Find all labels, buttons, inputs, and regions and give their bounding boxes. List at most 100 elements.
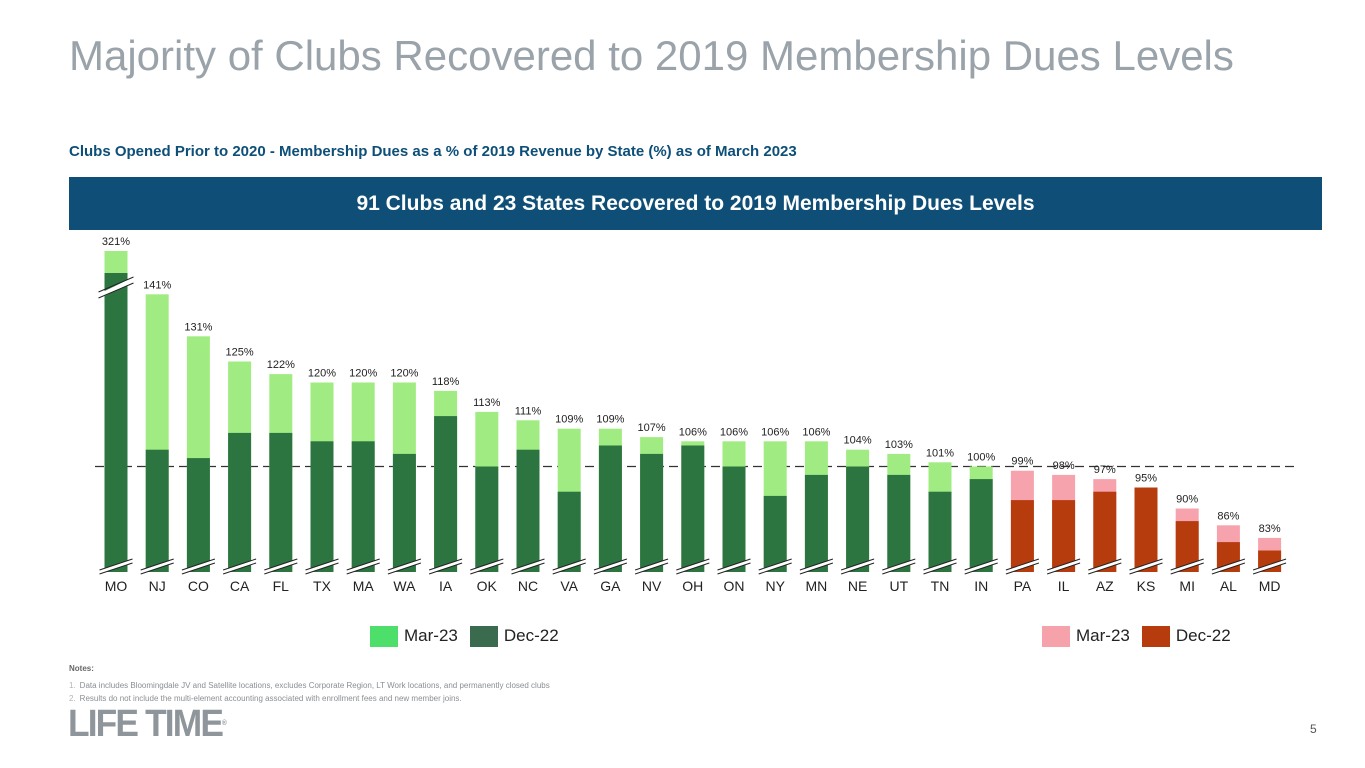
- bar-dec22-tn: [928, 491, 952, 572]
- axis-break-mark: [346, 562, 380, 575]
- axis-break-mark: [717, 562, 751, 575]
- axis-break-mark: [222, 558, 257, 571]
- axis-break-gap: [513, 560, 543, 573]
- axis-break-mark: [758, 558, 792, 571]
- x-tick-label: TX: [313, 578, 332, 594]
- bar-dec22-wa: [392, 453, 416, 572]
- data-label: 101%: [926, 447, 954, 459]
- axis-break-mark: [1252, 558, 1287, 571]
- legend-swatch-mar-not-recovered: [1042, 625, 1070, 647]
- data-label: 97%: [1094, 464, 1116, 476]
- axis-break-gap: [760, 560, 790, 573]
- data-label: 120%: [308, 368, 336, 380]
- bar-dec22-on: [722, 466, 746, 572]
- data-label: 106%: [761, 426, 789, 438]
- banner-text: 91 Clubs and 23 States Recovered to 2019…: [356, 191, 1035, 215]
- data-label: 106%: [802, 426, 830, 438]
- x-tick-label: TN: [931, 578, 950, 594]
- axis-break-mark: [882, 562, 916, 575]
- axis-break-mark: [593, 562, 628, 575]
- axis-break-gap: [142, 560, 172, 573]
- bar-dec22-nc: [516, 449, 540, 572]
- bar-dec22-in: [969, 479, 993, 572]
- bar-dec22-ny: [763, 495, 787, 572]
- legend-recovered: Mar-23 Dec-22: [370, 625, 571, 647]
- x-tick-label: NE: [848, 578, 867, 594]
- bar-dec22-ks: [1134, 487, 1158, 572]
- x-tick-label: MN: [806, 578, 828, 594]
- axis-break-mark: [634, 558, 669, 571]
- axis-break-mark: [1211, 558, 1246, 571]
- axis-break-mark: [1252, 562, 1287, 575]
- outlier-break-mark: [98, 282, 134, 299]
- x-tick-label: IN: [974, 578, 988, 594]
- axis-break-gap: [801, 560, 831, 573]
- data-label: 321%: [102, 236, 130, 248]
- axis-break-mark: [1170, 558, 1204, 571]
- data-label: 113%: [473, 397, 501, 409]
- legend-swatch-mar-recovered: [370, 625, 398, 647]
- axis-break-mark: [882, 558, 916, 571]
- x-tick-label: MI: [1179, 578, 1195, 594]
- bar-dec22-tx: [310, 441, 334, 572]
- axis-break-mark: [387, 558, 422, 571]
- axis-break-gap: [884, 560, 914, 573]
- data-label: 109%: [596, 414, 624, 426]
- axis-break-mark: [799, 558, 834, 571]
- bar-dec22-ut: [887, 474, 911, 572]
- chart-subtitle: Clubs Opened Prior to 2020 - Membership …: [69, 143, 797, 160]
- x-tick-label: IA: [439, 578, 453, 594]
- axis-break-mark: [346, 558, 380, 571]
- bar-dec22-fl: [269, 432, 293, 572]
- axis-break-mark: [552, 562, 586, 575]
- note-number: 1.: [69, 681, 76, 690]
- note-item: 1. Data includes Bloomingdale JV and Sate…: [69, 679, 550, 692]
- outlier-break-gap: [100, 278, 132, 298]
- x-tick-label: NC: [518, 578, 538, 594]
- axis-break-mark: [758, 562, 792, 575]
- bar-dec22-nv: [640, 453, 664, 572]
- x-tick-label: IL: [1058, 578, 1070, 594]
- data-label: 107%: [638, 422, 666, 434]
- axis-break-mark: [1088, 558, 1122, 571]
- data-label: 103%: [885, 439, 913, 451]
- x-tick-label: CO: [188, 578, 209, 594]
- page-title: Majority of Clubs Recovered to 2019 Memb…: [69, 32, 1234, 79]
- bar-dec22-az: [1093, 491, 1117, 572]
- notes-heading: Notes:: [69, 664, 94, 673]
- axis-break-mark: [181, 558, 216, 571]
- axis-break-gap: [183, 560, 213, 573]
- axis-break-mark: [140, 558, 174, 571]
- axis-break-mark: [634, 562, 669, 575]
- axis-break-mark: [264, 558, 298, 571]
- axis-break-mark: [840, 558, 875, 571]
- axis-break-gap: [389, 560, 419, 573]
- note-number: 2.: [69, 694, 76, 703]
- x-tick-label: KS: [1137, 578, 1156, 594]
- data-label: 99%: [1011, 456, 1033, 468]
- x-tick-label: MO: [105, 578, 128, 594]
- axis-break-mark: [676, 562, 710, 575]
- axis-break-gap: [843, 560, 873, 573]
- axis-break-mark: [1088, 562, 1122, 575]
- bar-dec22-oh: [681, 445, 705, 572]
- legend-label-mar-recovered: Mar-23: [404, 626, 458, 645]
- bar-dec22-pa: [1010, 500, 1034, 572]
- bar-dec22-ok: [475, 466, 499, 572]
- x-tick-label: GA: [600, 578, 621, 594]
- x-tick-label: OH: [682, 578, 703, 594]
- x-tick-label: AZ: [1096, 578, 1114, 594]
- axis-break-mark: [222, 562, 257, 575]
- data-label: 131%: [184, 321, 212, 333]
- axis-break-mark: [99, 558, 133, 571]
- axis-break-mark: [717, 558, 751, 571]
- data-label: 109%: [555, 414, 583, 426]
- data-label: 83%: [1259, 523, 1281, 535]
- legend-label-mar-not-recovered: Mar-23: [1076, 626, 1130, 645]
- data-label: 125%: [226, 347, 254, 359]
- axis-break-mark: [305, 558, 339, 571]
- data-label: 98%: [1053, 460, 1075, 472]
- axis-break-gap: [266, 560, 296, 573]
- axis-break-gap: [966, 560, 996, 573]
- data-label: 122%: [267, 359, 295, 371]
